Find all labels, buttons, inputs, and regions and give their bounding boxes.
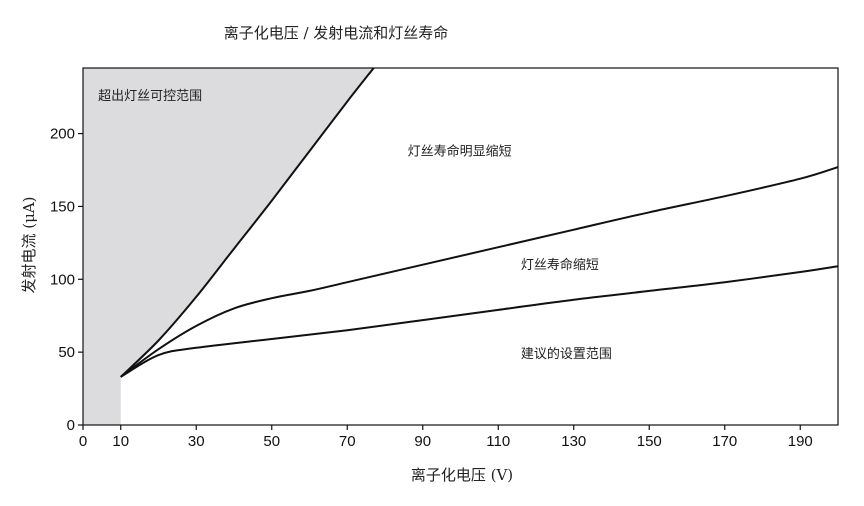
region-annotation: 灯丝寿命缩短 — [521, 257, 599, 273]
chart-title: 离子化电压 / 发射电流和灯丝寿命 — [224, 24, 449, 42]
series-line-1 — [120, 67, 375, 378]
x-tick-label: 30 — [188, 433, 205, 450]
x-tick-label: 150 — [637, 433, 662, 450]
region-annotation: 建议的设置范围 — [521, 346, 612, 362]
x-tick-label: 50 — [263, 433, 280, 450]
x-tick-label: 170 — [712, 433, 737, 450]
x-tick-label: 190 — [788, 433, 813, 450]
y-tick-label: 100 — [50, 271, 75, 288]
tick-layer: 0 10 30 50 70 90 110 130 150 170 190 0 50 100 150 200 — [50, 126, 813, 450]
y-tick-label: 200 — [50, 126, 75, 143]
x-tick-label: 70 — [339, 433, 356, 450]
y-axis-label: 发射电流 (μA) — [20, 196, 38, 293]
x-tick-label: 10 — [112, 433, 129, 450]
series-line-3 — [120, 265, 839, 378]
shaded-region — [83, 68, 374, 425]
series-layer — [120, 67, 839, 378]
plot-frame — [82, 67, 839, 426]
x-tick-label: 90 — [414, 433, 431, 450]
y-tick-label: 0 — [67, 417, 75, 434]
region-annotation: 超出灯丝可控范围 — [98, 89, 202, 104]
region-annotation: 灯丝寿命明显缩短 — [408, 143, 512, 159]
x-tick-label: 130 — [561, 433, 586, 450]
y-tick-label: 50 — [58, 344, 75, 361]
series-line-2 — [120, 166, 839, 378]
y-tick-label: 150 — [50, 198, 75, 215]
shaded-region-layer — [83, 68, 374, 425]
x-axis-label: 离子化电压 (V) — [411, 466, 513, 484]
x-tick-label: 0 — [79, 433, 87, 450]
x-tick-label: 110 — [486, 433, 510, 450]
